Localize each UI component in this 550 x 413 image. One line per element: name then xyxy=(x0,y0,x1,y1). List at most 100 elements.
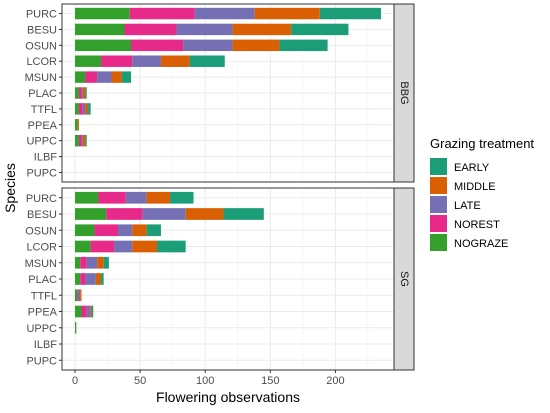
bar-segment-osun-late xyxy=(183,39,233,52)
bar-segment-lcor-middle xyxy=(160,55,190,67)
y-tick-label: OSUN xyxy=(25,40,57,52)
bar-segment-purc-norest xyxy=(98,191,126,204)
legend-label-late: LATE xyxy=(454,200,481,212)
y-tick-label: PPEA xyxy=(28,120,58,132)
bar-segment-lcor-nograze xyxy=(75,55,102,67)
legend-key-nograze xyxy=(430,234,447,251)
y-tick-label: PPEA xyxy=(28,307,58,319)
bar-segment-uppc-middle xyxy=(82,134,86,147)
facet-strip-label: SG xyxy=(398,271,410,287)
y-tick-label: TTFL xyxy=(31,290,57,302)
bar-segment-lcor-early xyxy=(189,55,225,67)
bar-segment-uppc-late xyxy=(81,134,83,147)
legend-key-early xyxy=(430,158,447,175)
y-tick-label: PLAC xyxy=(28,274,57,286)
y-tick-label: UPPC xyxy=(26,323,57,335)
bar-segment-ppea-middle xyxy=(77,119,79,131)
bar-segment-ppea-nograze xyxy=(75,305,82,318)
facet-strip xyxy=(393,3,415,183)
bar-segment-ttfl-nograze xyxy=(75,103,79,115)
legend: Grazing treatment EARLY MIDDLE LATE NOREST NO… xyxy=(430,136,534,251)
bar-segment-plac-middle xyxy=(82,87,86,99)
bar-segment-ttfl-late xyxy=(78,289,81,302)
bar-segment-lcor-early xyxy=(157,240,186,253)
x-tick-label: 200 xyxy=(326,375,344,387)
y-tick-label: TTFL xyxy=(31,104,57,116)
bar-segment-ppea-early xyxy=(91,305,94,318)
bar-segment-besu-nograze xyxy=(75,23,125,36)
x-axis-title: Flowering observations xyxy=(156,389,300,405)
legend-key-middle xyxy=(430,177,447,194)
legend-label-middle: MIDDLE xyxy=(454,181,496,193)
bar-segment-uppc-nograze xyxy=(75,321,77,334)
bar-segment-osun-nograze xyxy=(75,224,95,237)
bar-segment-besu-middle xyxy=(185,208,224,220)
y-tick-label: MSUN xyxy=(25,72,57,84)
bar-segment-lcor-nograze xyxy=(75,240,91,253)
legend-label-nograze: NOGRAZE xyxy=(454,238,508,250)
bar-segment-osun-norest xyxy=(131,39,184,52)
bar-segment-msun-norest xyxy=(85,71,98,83)
bar-segment-besu-nograze xyxy=(75,208,107,220)
legend-key-norest xyxy=(430,215,447,232)
bar-segment-purc-nograze xyxy=(75,191,99,204)
bar-segment-msun-middle xyxy=(111,71,122,83)
legend-key-late xyxy=(430,196,447,213)
bar-segment-ppea-norest xyxy=(81,305,87,318)
y-tick-label: MSUN xyxy=(25,258,57,270)
x-tick-label: 50 xyxy=(134,375,146,387)
legend-label-norest: NOREST xyxy=(454,219,500,231)
y-tick-label: LCOR xyxy=(26,56,57,68)
bar-segment-lcor-norest xyxy=(101,55,133,67)
bar-segment-osun-middle xyxy=(232,39,280,52)
x-tick-label: 100 xyxy=(196,375,214,387)
facet-strip xyxy=(393,187,415,371)
bar-segment-msun-early xyxy=(121,71,132,83)
bar-segment-plac-late xyxy=(85,273,96,285)
bar-segment-osun-early xyxy=(279,39,328,52)
bar-segment-purc-nograze xyxy=(75,7,130,20)
bar-segment-besu-early xyxy=(223,208,264,220)
y-tick-label: UPPC xyxy=(26,136,57,148)
y-tick-label: PURC xyxy=(26,9,57,21)
y-tick-label: PUPC xyxy=(26,355,57,367)
bar-segment-plac-middle xyxy=(95,273,102,285)
bar-segment-osun-late xyxy=(117,224,133,237)
bar-segment-ttfl-early xyxy=(88,103,91,115)
bar-segment-purc-early xyxy=(319,7,381,20)
bar-segment-purc-norest xyxy=(129,7,195,20)
y-tick-label: OSUN xyxy=(25,225,57,237)
bar-segment-besu-late xyxy=(176,23,233,36)
bar-segment-osun-middle xyxy=(132,224,147,237)
bar-segment-plac-norest xyxy=(78,87,82,99)
bar-segment-ppea-nograze xyxy=(75,119,78,131)
bar-segment-plac-early xyxy=(101,273,104,285)
legend-label-early: EARLY xyxy=(454,162,490,174)
bar-segment-purc-early xyxy=(170,191,194,204)
y-axis-title: Species xyxy=(2,163,18,213)
y-tick-label: LCOR xyxy=(26,242,57,254)
y-tick-label: BESU xyxy=(27,24,57,36)
bar-segment-plac-late xyxy=(81,87,83,99)
bar-segment-plac-nograze xyxy=(75,273,81,285)
bar-segment-lcor-middle xyxy=(132,240,158,253)
y-tick-label: PURC xyxy=(26,193,57,205)
bar-segment-ppea-middle xyxy=(90,305,92,318)
legend-title: Grazing treatment xyxy=(430,136,534,151)
bar-segment-msun-early xyxy=(103,256,109,269)
bar-segment-purc-late xyxy=(194,7,255,20)
bar-segment-uppc-nograze xyxy=(75,134,79,147)
y-tick-label: PUPC xyxy=(26,167,57,179)
bar-segment-msun-nograze xyxy=(75,256,81,269)
bar-segment-purc-middle xyxy=(254,7,320,20)
bar-segment-msun-nograze xyxy=(75,71,86,83)
bar-segment-besu-late xyxy=(142,208,186,220)
y-tick-label: ILBF xyxy=(34,152,58,164)
bar-segment-purc-middle xyxy=(146,191,171,204)
y-tick-label: ILBF xyxy=(34,339,58,351)
bar-segment-osun-nograze xyxy=(75,39,132,52)
x-tick-label: 150 xyxy=(261,375,279,387)
bar-segment-besu-middle xyxy=(232,23,292,36)
